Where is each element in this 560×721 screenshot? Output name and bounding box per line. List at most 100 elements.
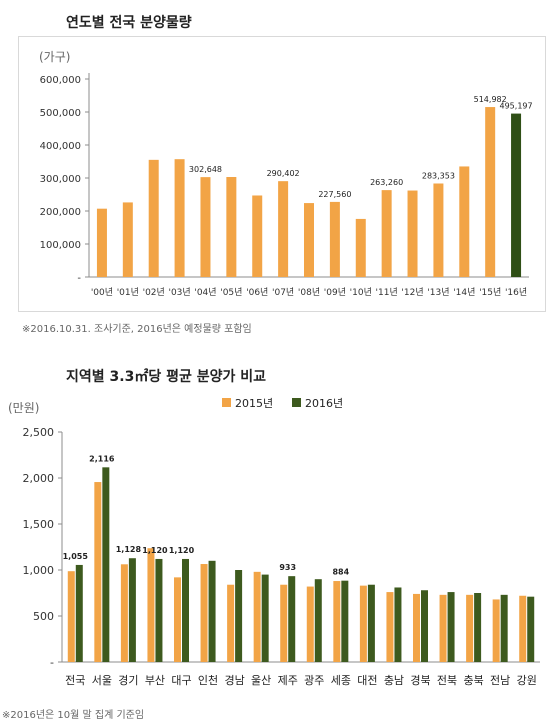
chart2-x-tick-label: 경남 [224, 674, 244, 687]
chart1-y-tick-label: 400,000 [40, 141, 81, 152]
chart1-bar [226, 177, 237, 277]
chart1-unit-label: (가구) [39, 50, 70, 64]
chart1-bar [252, 195, 263, 277]
chart1-bar [329, 201, 340, 277]
chart1-data-label: 263,260 [370, 178, 403, 187]
chart1-bar [200, 177, 211, 277]
chart2-bar-2016 [421, 590, 428, 662]
chart1-bar [148, 159, 159, 277]
chart1-x-tick-label: '16년 [505, 287, 527, 298]
chart1-y-tick-label: 200,000 [40, 207, 81, 218]
chart2-legend-swatch [222, 398, 231, 407]
chart2-x-tick-label: 인천 [198, 673, 218, 687]
chart2-y-tick-label: 500 [33, 610, 54, 623]
chart2-x-tick-label: 충남 [384, 674, 404, 687]
chart1-x-tick-label: '00년 [91, 287, 113, 298]
chart2-x-tick-label: 전국 [65, 674, 85, 687]
chart2-x-tick-label: 강원 [517, 674, 537, 687]
chart2-bar-2015 [94, 482, 102, 662]
chart1-x-tick-label: '11년 [376, 287, 398, 298]
chart2-data-label: 933 [279, 563, 296, 572]
chart1-y-tick-label: 100,000 [40, 240, 81, 251]
chart1-x-tick-label: '04년 [194, 287, 216, 298]
chart2-bar-2016 [128, 558, 136, 662]
chart1-data-label: 283,353 [422, 171, 455, 180]
chart2-bar-2015 [519, 595, 527, 662]
chart1-bar [407, 190, 418, 277]
chart2-bar-2016 [75, 564, 83, 662]
chart2-bar-2016 [288, 576, 296, 662]
chart1-bar [485, 107, 496, 277]
chart1-data-label: 302,648 [189, 165, 222, 174]
chart2-bar-2015 [333, 581, 341, 662]
chart2-x-tick-label: 대전 [357, 674, 377, 687]
chart2-x-tick-label: 울산 [251, 674, 271, 687]
chart1-x-tick-label: '08년 [298, 287, 320, 298]
chart1-x-tick-label: '15년 [479, 287, 501, 298]
chart1-data-label: 227,560 [318, 190, 351, 199]
chart2-bar-2015 [227, 584, 235, 662]
chart2-legend-swatch [292, 398, 301, 407]
chart2-data-label: 2,116 [89, 454, 115, 463]
chart2-x-tick-label: 대구 [171, 674, 191, 687]
chart2-bar-2015 [492, 599, 500, 662]
chart2-frame: (만원) 2015년 2016년 - 500 1,000 1,500 2,000 2,500 1,… [0, 386, 558, 700]
chart1-x-tick-label: '10년 [350, 287, 372, 298]
chart1-y-tick-label: 500,000 [40, 108, 81, 119]
chart1-bar [278, 181, 289, 277]
chart2-bar-2015 [253, 571, 261, 662]
chart1-plot: (가구) - 100,000 200,000 300,000 400,000 500,000… [39, 50, 533, 298]
chart2-unit-label: (만원) [8, 401, 39, 415]
chart2-x-tick-label: 제주 [278, 674, 298, 687]
chart2-y-tick-label: 1,000 [23, 564, 55, 577]
chart1-bar [381, 190, 392, 277]
chart1-y-tick-label: - [77, 273, 81, 284]
chart2-x-tick-label: 서울 [92, 674, 112, 687]
chart2-bar-2015 [280, 584, 288, 662]
chart1-x-tick-label: '13년 [427, 287, 449, 298]
chart1-title: 연도별 전국 분양물량 [66, 15, 192, 31]
chart2-bar-2015 [413, 593, 420, 662]
chart2-bar-2015 [200, 564, 208, 662]
chart1-x-tick-label: '07년 [272, 287, 294, 298]
chart2-x-tick-label: 세종 [331, 674, 351, 687]
chart2-x-tick-label: 경기 [118, 674, 138, 687]
chart1-x-tick-label: '03년 [168, 287, 190, 298]
chart2-legend-label: 2015년 [235, 397, 273, 410]
chart2-bar-2016 [102, 467, 110, 662]
chart1-x-tick-label: '06년 [246, 287, 268, 298]
chart2-bar-2016 [235, 570, 243, 662]
chart2-x-tick-label: 경북 [410, 674, 430, 687]
chart1-bar [511, 113, 522, 277]
chart1-frame: (가구) - 100,000 200,000 300,000 400,000 500,000… [18, 36, 546, 312]
chart2-bar-2016 [208, 560, 216, 662]
chart2-legend-label: 2016년 [305, 397, 343, 410]
chart1-data-label: 495,197 [500, 102, 533, 111]
chart2-bar-2016 [314, 579, 322, 662]
chart1-note: ※2016.10.31. 조사기준, 2016년은 예정물량 포함임 [22, 324, 252, 335]
chart2-data-label: 1,120 [142, 546, 168, 555]
chart1-bar [355, 218, 366, 277]
chart1-bar [174, 159, 185, 277]
chart2-title: 지역별 3.3㎡당 평균 분양가 비교 [66, 369, 266, 385]
chart2-bar-2015 [306, 586, 314, 662]
chart2-bar-2016 [367, 584, 375, 662]
chart2-y-tick-label: 2,000 [23, 472, 55, 485]
chart2-bar-2015 [174, 577, 181, 662]
chart2-data-label: 884 [332, 568, 349, 577]
chart1-bar [433, 183, 444, 277]
chart2-bar-2016 [182, 558, 189, 662]
chart2-bar-2016 [394, 587, 402, 662]
chart1-y-tick-label: 600,000 [40, 75, 81, 86]
chart1-x-tick-label: '14년 [453, 287, 475, 298]
chart2-bar-2015 [67, 571, 75, 662]
chart2-x-tick-label: 부산 [145, 674, 165, 687]
chart1-bar [96, 208, 107, 277]
chart1-y-tick-label: 300,000 [40, 174, 81, 185]
chart2-y-tick-label: - [50, 656, 54, 669]
chart2-data-label: 1,128 [116, 545, 142, 554]
chart2-data-label: 1,120 [169, 546, 195, 555]
chart1-x-tick-label: '05년 [220, 287, 242, 298]
chart1-bar [122, 202, 133, 277]
chart1-x-tick-label: '09년 [324, 287, 346, 298]
